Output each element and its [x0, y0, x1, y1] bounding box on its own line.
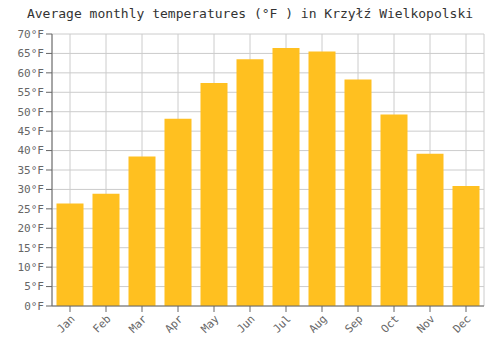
- svg-text:10°F: 10°F: [18, 261, 45, 274]
- svg-text:55°F: 55°F: [18, 86, 45, 99]
- svg-text:15°F: 15°F: [18, 242, 45, 255]
- svg-text:Mar: Mar: [126, 312, 150, 336]
- svg-text:0°F: 0°F: [24, 300, 44, 313]
- svg-text:35°F: 35°F: [18, 164, 45, 177]
- svg-text:Aug: Aug: [306, 312, 329, 335]
- svg-text:Feb: Feb: [90, 312, 113, 335]
- svg-text:45°F: 45°F: [18, 125, 45, 138]
- svg-text:20°F: 20°F: [18, 222, 45, 235]
- svg-text:Sep: Sep: [342, 312, 365, 335]
- svg-text:40°F: 40°F: [18, 144, 45, 157]
- svg-text:Jun: Jun: [234, 312, 257, 335]
- svg-text:65°F: 65°F: [18, 47, 45, 60]
- svg-text:Nov: Nov: [414, 312, 438, 336]
- svg-text:30°F: 30°F: [18, 183, 45, 196]
- svg-text:70°F: 70°F: [18, 28, 45, 41]
- svg-text:50°F: 50°F: [18, 106, 45, 119]
- svg-text:Dec: Dec: [450, 312, 473, 335]
- svg-text:Jul: Jul: [270, 312, 293, 335]
- svg-text:Oct: Oct: [378, 312, 401, 335]
- svg-text:May: May: [198, 312, 222, 336]
- svg-text:25°F: 25°F: [18, 203, 45, 216]
- svg-text:5°F: 5°F: [24, 280, 44, 293]
- svg-text:Apr: Apr: [162, 312, 186, 336]
- html-text:Average monthly temperatures (: Average monthly temperatures (°F ) in Kr…: [26, 6, 474, 21]
- svg-text:60°F: 60°F: [18, 67, 45, 80]
- svg-text:Jan: Jan: [54, 312, 77, 335]
